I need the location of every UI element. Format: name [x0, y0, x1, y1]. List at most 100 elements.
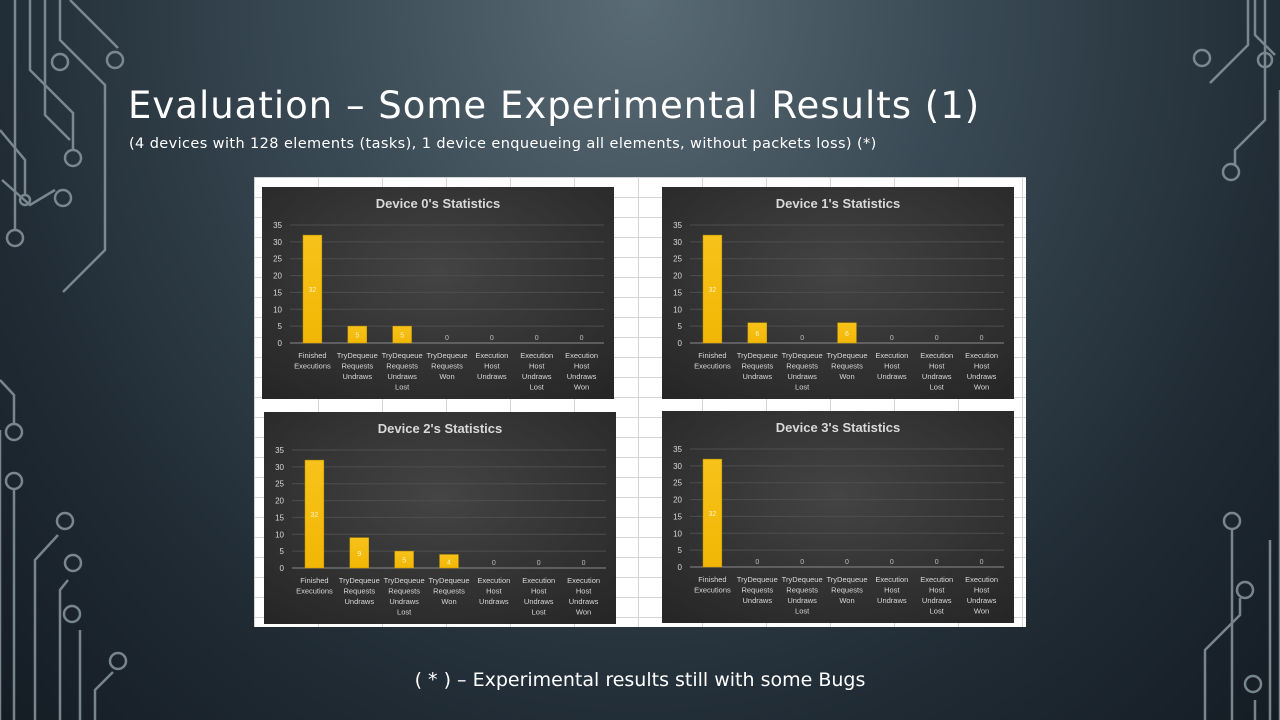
data-label: 5 — [400, 333, 404, 340]
data-label: 0 — [537, 560, 541, 567]
x-category-label: TryDequeue Requests Won — [429, 576, 470, 606]
data-label: 0 — [890, 559, 894, 566]
x-category-label: TryDequeue Requests Undraws — [339, 576, 380, 606]
slide-title: Evaluation – Some Experimental Results (… — [128, 84, 981, 127]
data-label: 0 — [445, 335, 449, 342]
chart-svg: Device 3's Statistics 0 5 10 15 20 25 30 35 32 Fin… — [662, 411, 1014, 623]
x-category-label: Finished Executions — [296, 576, 333, 596]
x-category-label: TryDequeue Requests Undraws Lost — [782, 351, 823, 392]
x-category-label: Execution Host Undraws Won — [565, 351, 598, 392]
y-tick-label: 30 — [673, 238, 682, 247]
data-label: 0 — [935, 335, 939, 342]
data-label: 4 — [447, 559, 451, 566]
slide-subtitle: (4 devices with 128 elements (tasks), 1 … — [129, 136, 877, 152]
chart-title: Device 0's Statistics — [376, 196, 501, 211]
x-category-label: Finished Executions — [694, 575, 731, 595]
y-tick-label: 10 — [673, 305, 682, 314]
y-tick-label: 5 — [278, 322, 283, 331]
x-category-label: TryDequeue Requests Undraws — [737, 351, 778, 381]
chart-svg: Device 1's Statistics 0 5 10 15 20 25 30 35 32 Fin… — [662, 187, 1014, 399]
y-tick-label: 35 — [273, 221, 282, 230]
x-category-label: Execution Host Undraws Lost — [920, 351, 953, 392]
y-tick-label: 30 — [673, 462, 682, 471]
bar — [392, 325, 412, 344]
data-label: 0 — [845, 559, 849, 566]
y-tick-label: 10 — [273, 305, 282, 314]
data-label: 5 — [402, 558, 406, 565]
data-label: 9 — [357, 551, 361, 558]
x-category-label: TryDequeue Requests Undraws Lost — [382, 351, 423, 392]
bar — [347, 325, 367, 344]
y-tick-label: 25 — [673, 479, 682, 488]
y-tick-label: 25 — [275, 480, 284, 489]
y-tick-label: 20 — [273, 272, 282, 281]
bar — [302, 234, 323, 344]
data-label: 5 — [355, 333, 359, 340]
x-category-label: TryDequeue Requests Won — [827, 575, 868, 605]
x-category-label: TryDequeue Requests Undraws Lost — [782, 575, 823, 616]
y-tick-label: 20 — [275, 497, 284, 506]
bar — [439, 554, 459, 569]
x-category-label: Execution Host Undraws — [475, 351, 508, 381]
chart-title: Device 2's Statistics — [378, 421, 503, 436]
data-label: 0 — [490, 335, 494, 342]
y-tick-label: 0 — [278, 339, 283, 348]
bar — [349, 537, 369, 569]
data-label: 0 — [980, 559, 984, 566]
x-category-label: TryDequeue Requests Undraws — [337, 351, 378, 381]
y-tick-label: 15 — [673, 512, 682, 521]
data-label: 0 — [492, 560, 496, 567]
bar — [702, 458, 723, 568]
data-label: 6 — [845, 331, 849, 338]
x-category-label: Execution Host Undraws — [875, 351, 908, 381]
data-label: 0 — [980, 335, 984, 342]
data-label: 0 — [580, 335, 584, 342]
data-label: 0 — [582, 560, 586, 567]
y-tick-label: 20 — [673, 496, 682, 505]
x-category-label: Execution Host Undraws Lost — [520, 351, 553, 392]
chart-svg: Device 0's Statistics 0 5 10 15 20 25 30 35 32 Fin… — [262, 187, 614, 399]
y-tick-label: 15 — [673, 288, 682, 297]
data-label: 32 — [709, 511, 717, 518]
y-tick-label: 35 — [673, 221, 682, 230]
x-category-label: Execution Host Undraws Won — [965, 351, 998, 392]
device-3-chart: Device 3's Statistics 0 5 10 15 20 25 30 35 32 Fin… — [662, 411, 1014, 623]
x-category-label: Execution Host Undraws Lost — [522, 576, 555, 617]
data-label: 0 — [800, 335, 804, 342]
data-label: 32 — [311, 512, 319, 519]
chart-title: Device 1's Statistics — [776, 196, 901, 211]
x-category-label: Execution Host Undraws Won — [567, 576, 600, 617]
y-tick-label: 15 — [275, 513, 284, 522]
data-label: 0 — [890, 335, 894, 342]
data-label: 6 — [755, 331, 759, 338]
y-tick-label: 0 — [678, 563, 683, 572]
y-tick-label: 35 — [673, 445, 682, 454]
y-tick-label: 30 — [275, 463, 284, 472]
data-label: 0 — [800, 559, 804, 566]
y-tick-label: 0 — [678, 339, 683, 348]
y-tick-label: 35 — [275, 446, 284, 455]
y-tick-label: 15 — [273, 288, 282, 297]
x-category-label: TryDequeue Requests Undraws Lost — [384, 576, 425, 617]
device-1-chart: Device 1's Statistics 0 5 10 15 20 25 30 35 32 Fin… — [662, 187, 1014, 399]
y-tick-label: 5 — [678, 322, 683, 331]
bar — [394, 550, 414, 569]
data-label: 32 — [309, 287, 317, 294]
y-tick-label: 25 — [273, 255, 282, 264]
x-category-label: Execution Host Undraws Won — [965, 575, 998, 616]
bar — [747, 322, 767, 344]
chart-title: Device 3's Statistics — [776, 420, 901, 435]
device-2-chart: Device 2's Statistics 0 5 10 15 20 25 30 35 32 Fin… — [264, 412, 616, 624]
data-label: 32 — [709, 287, 717, 294]
y-tick-label: 5 — [280, 547, 285, 556]
y-tick-label: 10 — [673, 529, 682, 538]
bar — [837, 322, 857, 344]
chart-svg: Device 2's Statistics 0 5 10 15 20 25 30 35 32 Fin… — [264, 412, 616, 624]
footnote: ( * ) – Experimental results still with … — [414, 669, 866, 691]
spreadsheet-background: Device 0's Statistics 0 5 10 15 20 25 30 35 32 Fin… — [254, 177, 1026, 627]
x-category-label: TryDequeue Requests Won — [827, 351, 868, 381]
y-tick-label: 10 — [275, 530, 284, 539]
x-category-label: Finished Executions — [294, 351, 331, 371]
x-category-label: TryDequeue Requests Won — [427, 351, 468, 381]
